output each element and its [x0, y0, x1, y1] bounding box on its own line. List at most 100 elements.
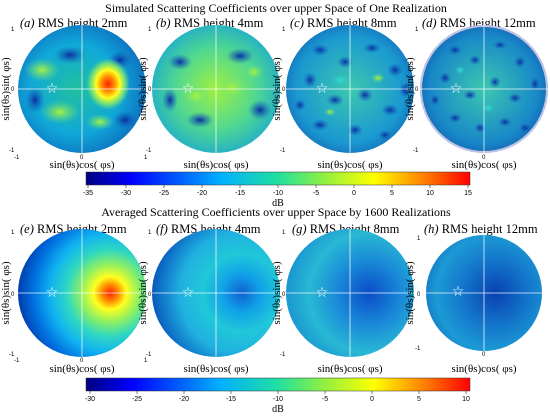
svg-text:0: 0 [417, 292, 421, 298]
colorbar-unit: dB [272, 198, 284, 209]
x-axis-label: sin(θs)cos( φs) [183, 363, 248, 375]
svg-text:(b) RMS height 4mm: (b) RMS height 4mm [156, 16, 264, 30]
top-section-title: Simulated Scattering Coefficients over u… [105, 1, 447, 15]
x-axis-label: sin(θs)cos( φs) [451, 363, 516, 375]
svg-text:1: 1 [148, 27, 152, 33]
colorbar-tick-label: -5 [313, 190, 319, 197]
x-axis-label: sin(θs)cos( φs) [317, 363, 382, 375]
heatmap-panel-h [426, 235, 542, 351]
colorbar-unit: dB [272, 404, 284, 415]
colorbar-tick-label: 10 [426, 190, 434, 197]
colorbar-tick-label: 5 [417, 396, 421, 403]
svg-text:-1: -1 [280, 148, 286, 154]
colorbar-tick-label: -20 [179, 396, 189, 403]
colorbar-tick-label: -35 [83, 190, 93, 197]
colorbar-tick-label: 15 [464, 190, 472, 197]
colorbar-tick-label: -25 [159, 190, 169, 197]
svg-text:1: 1 [415, 27, 419, 33]
svg-text:(h) RMS height 12mm: (h) RMS height 12mm [424, 222, 538, 236]
incident-star-icon: ☆ [182, 285, 195, 301]
heatmap-panel-f [152, 229, 280, 357]
svg-text:0: 0 [80, 155, 84, 161]
svg-text:-1: -1 [9, 148, 15, 154]
panel-c-title: (c) RMS height 8mm [290, 16, 397, 30]
svg-text:1: 1 [148, 230, 152, 236]
y-axis-label: sin(θs)sin( φs) [137, 261, 149, 325]
axis-ticks-top: 1 0 -1 -1 0 1 1 0 -1 1 0 -1 1 0 -1 0 [9, 27, 486, 161]
svg-text:1: 1 [282, 230, 286, 236]
incident-star-icon: ☆ [46, 285, 59, 301]
x-axis-label: sin(θs)cos( φs) [183, 159, 248, 171]
heatmap-panel-c [286, 25, 414, 153]
y-axis-label: sin(θs)sin( φs) [0, 261, 12, 325]
colorbar-tick-label: 5 [390, 190, 394, 197]
svg-text:0: 0 [11, 87, 15, 93]
colorbar-top: -35 -30 -25 -20 -15 -10 -5 0 5 10 15 dB [83, 171, 472, 209]
svg-text:(d) RMS height 12mm: (d) RMS height 12mm [422, 16, 536, 30]
y-axis-label: sin(θs)sin( φs) [271, 261, 283, 325]
svg-text:0: 0 [482, 155, 486, 161]
incident-star-icon: ☆ [316, 81, 329, 97]
svg-text:0: 0 [80, 358, 84, 364]
svg-text:(c) RMS height 8mm: (c) RMS height 8mm [290, 16, 397, 30]
y-axis-label: sin(θs)sin( φs) [137, 57, 149, 121]
colorbar-tick-label: -15 [226, 396, 236, 403]
y-axis-label: sin(θs)sin( φs) [0, 57, 12, 121]
panel-h-title: (h) RMS height 12mm [424, 222, 538, 236]
y-axis-label: sin(θs)sin( φs) [404, 57, 416, 121]
colorbar-tick-label: -10 [273, 396, 283, 403]
svg-text:-1: -1 [415, 346, 421, 352]
bottom-section-title: Averaged Scattering Coefficients over up… [101, 205, 451, 219]
heatmap-panel-d [420, 25, 548, 153]
heatmap-panel-a [18, 25, 146, 153]
panel-d-title: (d) RMS height 12mm [422, 16, 536, 30]
svg-text:0: 0 [11, 292, 15, 298]
svg-text:(a) RMS height 2mm: (a) RMS height 2mm [20, 16, 128, 30]
svg-text:0: 0 [482, 352, 486, 358]
colorbar-tick-label: -30 [121, 190, 131, 197]
x-axis-label: sin(θs)cos( φs) [317, 159, 382, 171]
incident-star-icon: ☆ [46, 81, 59, 97]
svg-text:-1: -1 [280, 352, 286, 358]
panel-b-title: (b) RMS height 4mm [156, 16, 264, 30]
svg-text:-1: -1 [14, 358, 20, 364]
colorbar-tick-label: 0 [352, 190, 356, 197]
svg-text:-1: -1 [146, 148, 152, 154]
colorbar-tick-label: -15 [235, 190, 245, 197]
svg-text:0: 0 [282, 87, 286, 93]
svg-text:-1: -1 [413, 148, 419, 154]
colorbar-tick-label: -25 [132, 396, 142, 403]
svg-text:-1: -1 [9, 352, 15, 358]
svg-text:1: 1 [417, 236, 421, 242]
x-axis-label: sin(θs)cos( φs) [49, 159, 114, 171]
svg-text:1: 1 [144, 155, 148, 161]
x-axis-label: sin(θs)cos( φs) [451, 159, 516, 171]
incident-star-icon: ☆ [452, 284, 465, 300]
axis-ticks-bottom: 1 0 -1 -1 0 1 1 0 -1 1 0 -1 1 0 -1 0 [9, 230, 486, 364]
svg-text:1: 1 [11, 230, 15, 236]
svg-text:1: 1 [144, 358, 148, 364]
colorbar-tick-label: -30 [85, 396, 95, 403]
svg-text:0: 0 [148, 292, 152, 298]
svg-text:0: 0 [415, 87, 419, 93]
y-axis-label: sin(θs)sin( φs) [271, 57, 283, 121]
heatmap-panel-b [152, 25, 280, 153]
svg-text:-1: -1 [146, 352, 152, 358]
colorbar-tick-label: -20 [197, 190, 207, 197]
colorbar-tick-label: -5 [322, 396, 328, 403]
panel-a-title: (a) RMS height 2mm [20, 16, 128, 30]
y-axis-label: sin(θs)sin( φs) [404, 261, 416, 325]
incident-star-icon: ☆ [316, 285, 329, 301]
colorbar-tick-label: 10 [462, 396, 470, 403]
svg-text:-1: -1 [14, 155, 20, 161]
svg-text:1: 1 [11, 27, 15, 33]
heatmap-panel-e [18, 229, 146, 357]
incident-star-icon: ☆ [450, 81, 463, 97]
svg-text:0: 0 [282, 292, 286, 298]
x-axis-label: sin(θs)cos( φs) [49, 363, 114, 375]
incident-star-icon: ☆ [182, 81, 195, 97]
colorbar-tick-label: -10 [273, 190, 283, 197]
colorbar-bottom: -30 -25 -20 -15 -10 -5 0 5 10 dB [85, 377, 471, 415]
